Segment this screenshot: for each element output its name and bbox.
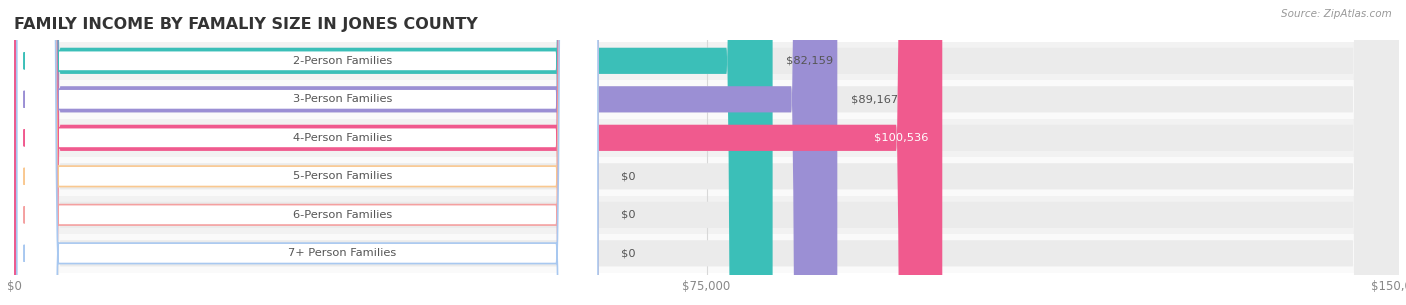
FancyBboxPatch shape [14,0,942,305]
Text: 7+ Person Families: 7+ Person Families [288,248,396,258]
Bar [14,41,1399,80]
Bar [14,119,1399,157]
Text: 6-Person Families: 6-Person Families [292,210,392,220]
Text: $0: $0 [621,210,636,220]
Text: 2-Person Families: 2-Person Families [292,56,392,66]
FancyBboxPatch shape [14,0,1399,305]
Text: 5-Person Families: 5-Person Families [292,171,392,181]
Text: $82,159: $82,159 [786,56,834,66]
Bar [14,157,1399,196]
Text: $89,167: $89,167 [851,94,898,104]
Text: FAMILY INCOME BY FAMALIY SIZE IN JONES COUNTY: FAMILY INCOME BY FAMALIY SIZE IN JONES C… [14,16,478,31]
FancyBboxPatch shape [17,0,598,305]
FancyBboxPatch shape [14,0,1399,305]
FancyBboxPatch shape [14,0,838,305]
FancyBboxPatch shape [17,0,598,305]
Text: $100,536: $100,536 [875,133,928,143]
FancyBboxPatch shape [17,0,598,305]
Text: 4-Person Families: 4-Person Families [292,133,392,143]
Text: 3-Person Families: 3-Person Families [292,94,392,104]
Text: $0: $0 [621,171,636,181]
FancyBboxPatch shape [17,0,598,305]
Text: $0: $0 [621,248,636,258]
FancyBboxPatch shape [14,0,773,305]
Bar [14,234,1399,273]
FancyBboxPatch shape [14,0,1399,305]
Text: Source: ZipAtlas.com: Source: ZipAtlas.com [1281,9,1392,19]
FancyBboxPatch shape [14,0,1399,305]
FancyBboxPatch shape [17,0,598,305]
FancyBboxPatch shape [14,0,1399,305]
FancyBboxPatch shape [14,0,1399,305]
FancyBboxPatch shape [17,0,598,305]
Bar [14,80,1399,119]
Bar [14,196,1399,234]
